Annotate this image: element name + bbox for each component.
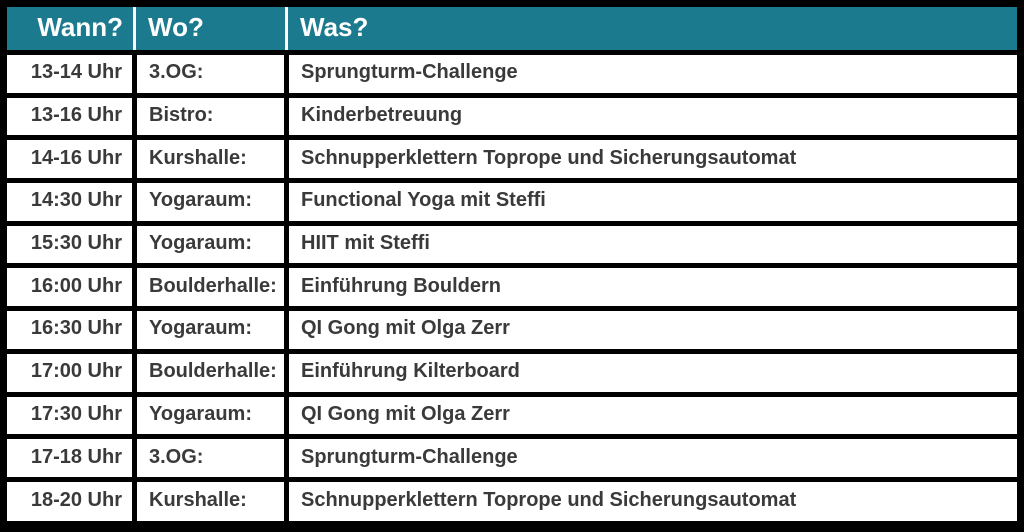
cell-wann: 17:30 Uhr [1,391,137,440]
cell-wo: Yogaraum: [132,306,289,354]
cell-wo: 3.OG: [132,50,289,98]
table-row: 17:30 Uhr Yogaraum: QI Gong mit Olga Zer… [1,391,1023,440]
cell-was: Schnupperklettern Toprope und Sicherungs… [284,135,1023,184]
cell-wo: Yogaraum: [132,391,289,440]
cell-was: Sprungturm-Challenge [284,50,1023,98]
cell-wann: 14:30 Uhr [1,178,137,226]
table-row: 16:30 Uhr Yogaraum: QI Gong mit Olga Zer… [1,306,1023,354]
cell-wann: 17:00 Uhr [1,348,137,397]
cell-wann: 15:30 Uhr [1,220,137,269]
cell-was: Kinderbetreuung [284,92,1023,141]
cell-was: HIIT mit Steffi [284,220,1023,269]
cell-wann: 18-20 Uhr [1,476,137,530]
cell-wo: Boulderhalle: [132,348,289,397]
table-row: 13-16 Uhr Bistro: Kinderbetreuung [1,92,1023,141]
cell-was: Einführung Kilterboard [284,348,1023,397]
cell-wann: 14-16 Uhr [1,135,137,184]
cell-was: Schnupperklettern Toprope und Sicherungs… [284,476,1023,530]
cell-wo: Yogaraum: [132,220,289,269]
table-row: 14-16 Uhr Kurshalle: Schnupperklettern T… [1,135,1023,184]
cell-wo: Bistro: [132,92,289,141]
cell-was: Sprungturm-Challenge [284,434,1023,482]
cell-wo: Boulderhalle: [132,263,289,312]
cell-wann: 16:30 Uhr [1,306,137,354]
cell-was: QI Gong mit Olga Zerr [284,306,1023,354]
table-row: 18-20 Uhr Kurshalle: Schnupperklettern T… [1,476,1023,530]
cell-wo: 3.OG: [132,434,289,482]
table-header-row: Wann? Wo? Was? [3,3,1021,55]
cell-wo: Kurshalle: [132,476,289,530]
cell-wann: 17-18 Uhr [1,434,137,482]
table-body: 13-14 Uhr 3.OG: Sprungturm-Challenge 13-… [1,50,1023,530]
table-row: 17:00 Uhr Boulderhalle: Einführung Kilte… [1,348,1023,397]
column-header-was: Was? [285,3,1021,55]
cell-wann: 13-16 Uhr [1,92,137,141]
table-row: 13-14 Uhr 3.OG: Sprungturm-Challenge [1,50,1023,98]
column-header-wann: Wann? [3,3,135,55]
cell-wann: 13-14 Uhr [1,50,137,98]
table-row: 15:30 Uhr Yogaraum: HIIT mit Steffi [1,220,1023,269]
column-header-wo: Wo? [133,3,287,55]
table-row: 17-18 Uhr 3.OG: Sprungturm-Challenge [1,434,1023,482]
table-row: 14:30 Uhr Yogaraum: Functional Yoga mit … [1,178,1023,226]
table-row: 16:00 Uhr Boulderhalle: Einführung Bould… [1,263,1023,312]
cell-was: QI Gong mit Olga Zerr [284,391,1023,440]
cell-was: Einführung Bouldern [284,263,1023,312]
cell-wo: Yogaraum: [132,178,289,226]
cell-wo: Kurshalle: [132,135,289,184]
cell-was: Functional Yoga mit Steffi [284,178,1023,226]
cell-wann: 16:00 Uhr [1,263,137,312]
